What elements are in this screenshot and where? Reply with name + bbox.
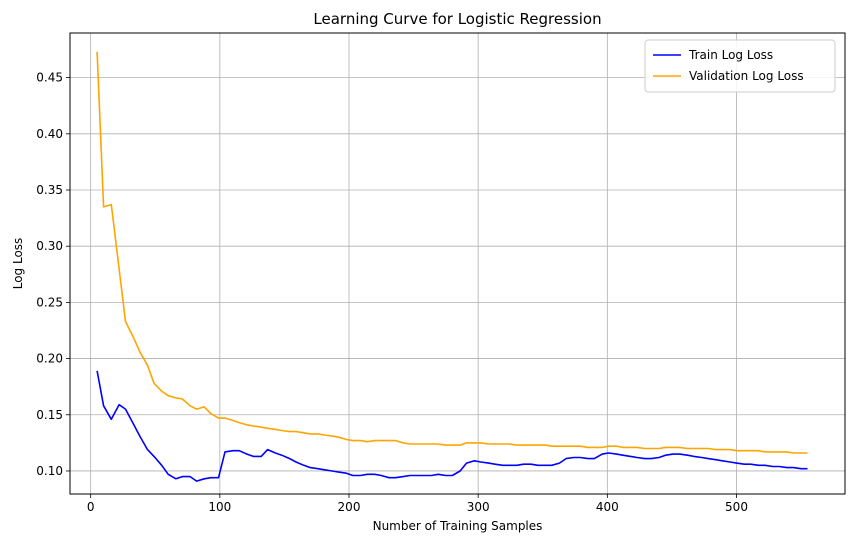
legend: Train Log Loss Validation Log Loss (644, 39, 836, 93)
x-axis-label: Number of Training Samples (373, 519, 543, 533)
y-tick-label: 0.15 (36, 408, 63, 422)
series-layer (96, 51, 808, 482)
x-tick-label: 100 (208, 500, 231, 514)
y-tick-label: 0.40 (36, 127, 63, 141)
grid-layer (70, 33, 845, 494)
plot-frame (69, 32, 846, 495)
legend-label: Validation Log Loss (689, 69, 804, 83)
x-tick-label: 300 (467, 500, 490, 514)
tick-layer: 0 100 200 300 400 500 0.10 0.15 0.20 0.25 0.30 0.35… (36, 71, 748, 514)
series-line-validation (96, 51, 808, 454)
x-tick-label: 500 (725, 500, 748, 514)
y-tick-label: 0.20 (36, 352, 63, 366)
x-tick-label: 400 (596, 500, 619, 514)
y-tick-label: 0.10 (36, 464, 63, 478)
x-tick-label: 200 (338, 500, 361, 514)
y-tick-label: 0.30 (36, 239, 63, 253)
legend-label: Train Log Loss (688, 48, 773, 62)
series-line-train (96, 370, 808, 482)
x-tick-label: 0 (87, 500, 95, 514)
legend-box (644, 39, 836, 93)
y-tick-label: 0.35 (36, 183, 63, 197)
y-tick-label: 0.25 (36, 295, 63, 309)
chart-title: Learning Curve for Logistic Regression (313, 10, 601, 28)
y-axis-label: Log Loss (11, 238, 25, 290)
y-tick-label: 0.45 (36, 71, 63, 85)
